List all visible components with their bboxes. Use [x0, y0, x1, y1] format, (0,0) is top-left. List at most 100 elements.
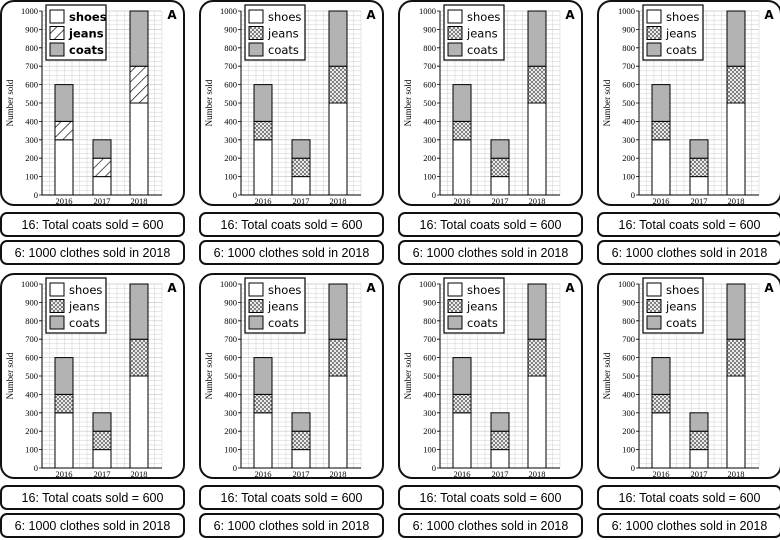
y-tick-label: 200	[25, 426, 38, 436]
statement-clothes-2018: 6: 1000 clothes sold in 2018	[199, 240, 384, 265]
bar-shoes-2018	[726, 375, 746, 469]
y-tick-label: 100	[224, 445, 237, 455]
y-tick-label: 900	[622, 297, 635, 307]
legend-swatch-jeans	[447, 26, 463, 40]
y-tick-label: 700	[25, 334, 38, 344]
bar-coats-2017	[92, 139, 112, 159]
corner-label: A	[167, 8, 177, 22]
y-tick-label: 300	[423, 408, 436, 418]
legend-label-coats: coats	[268, 316, 299, 330]
y-tick-label: 0	[233, 463, 237, 473]
y-tick-label: 600	[423, 80, 436, 90]
legend-label-coats: coats	[467, 316, 498, 330]
y-tick-label: 800	[25, 316, 38, 326]
y-tick-label: 900	[423, 297, 436, 307]
bar-shoes-2016	[651, 412, 671, 469]
bar-coats-2018	[328, 283, 348, 340]
bar-coats-2016	[651, 84, 671, 122]
chart-panel: 0 100 200 300 400 500 600 700 800 900 1000 Number s…	[0, 0, 185, 206]
y-axis-label: Number sold	[204, 352, 214, 399]
y-tick-label: 200	[423, 426, 436, 436]
question-card: 0 100 200 300 400 500 600 700 800 900 1000 Number s…	[0, 273, 185, 539]
y-tick-label: 300	[224, 135, 237, 145]
question-card: 0 100 200 300 400 500 600 700 800 900 1000 Number s…	[199, 273, 384, 539]
legend-label-shoes: shoes	[69, 283, 102, 297]
chart-panel: 0 100 200 300 400 500 600 700 800 900 1000 Number s…	[0, 273, 185, 479]
y-tick-label: 900	[622, 24, 635, 34]
x-tick-label: 2016	[56, 469, 73, 477]
x-tick-label: 2016	[56, 196, 73, 204]
stacked-bar-chart: 0 100 200 300 400 500 600 700 800 900 1000 Number s…	[602, 4, 774, 204]
x-tick-label: 2016	[653, 469, 670, 477]
y-tick-label: 500	[25, 98, 38, 108]
x-tick-label: 2016	[653, 196, 670, 204]
y-tick-label: 400	[224, 389, 237, 399]
y-tick-label: 600	[25, 353, 38, 363]
bar-coats-2016	[253, 357, 273, 395]
bar-jeans-2018	[726, 65, 746, 104]
legend-label-coats: coats	[666, 316, 697, 330]
y-tick-label: 500	[423, 98, 436, 108]
y-tick-label: 0	[34, 190, 38, 200]
y-tick-label: 900	[224, 24, 237, 34]
legend-swatch-jeans	[248, 299, 264, 313]
chart-panel: 0 100 200 300 400 500 600 700 800 900 1000 Number s…	[398, 273, 583, 479]
y-tick-label: 0	[34, 463, 38, 473]
x-tick-label: 2018	[728, 469, 745, 477]
y-tick-label: 200	[224, 426, 237, 436]
legend-label-jeans: jeans	[267, 300, 299, 314]
bar-shoes-2017	[92, 449, 112, 469]
question-card: 0 100 200 300 400 500 600 700 800 900 1000 Number s…	[597, 0, 780, 266]
chart-panel: 0 100 200 300 400 500 600 700 800 900 1000 Number s…	[398, 0, 583, 206]
legend-label-jeans: jeans	[665, 300, 697, 314]
legend-swatch-shoes	[646, 9, 662, 24]
y-tick-label: 0	[432, 190, 436, 200]
legend-swatch-shoes	[447, 9, 463, 24]
corner-label: A	[366, 281, 376, 295]
x-tick-label: 2016	[255, 196, 272, 204]
legend: shoes jeans coats	[244, 4, 306, 61]
statement-total-coats: 16: Total coats sold = 600	[199, 212, 384, 237]
y-tick-label: 400	[423, 116, 436, 126]
y-tick-label: 400	[622, 389, 635, 399]
y-tick-label: 0	[233, 190, 237, 200]
y-tick-label: 200	[25, 153, 38, 163]
legend-swatch-shoes	[248, 282, 264, 297]
corner-label: A	[565, 281, 575, 295]
question-card: 0 100 200 300 400 500 600 700 800 900 1000 Number s…	[398, 0, 583, 266]
legend-label-shoes: shoes	[268, 10, 301, 24]
legend-swatch-coats	[646, 42, 662, 57]
y-tick-label: 600	[622, 353, 635, 363]
y-tick-label: 200	[622, 426, 635, 436]
legend: shoes jeans coats	[642, 4, 704, 61]
bar-shoes-2018	[527, 102, 547, 196]
bar-shoes-2017	[291, 176, 311, 196]
bar-shoes-2016	[253, 139, 273, 196]
y-axis-label: Number sold	[5, 352, 15, 399]
statement-clothes-2018: 6: 1000 clothes sold in 2018	[597, 513, 780, 538]
bar-coats-2018	[328, 10, 348, 67]
bar-jeans-2017	[689, 157, 709, 178]
legend: shoes jeans coats	[45, 4, 107, 61]
statement-total-coats: 16: Total coats sold = 600	[597, 212, 780, 237]
x-tick-label: 2017	[94, 469, 111, 477]
y-tick-label: 100	[25, 172, 38, 182]
statement-total-coats: 16: Total coats sold = 600	[199, 485, 384, 510]
bar-jeans-2016	[253, 393, 273, 414]
x-tick-label: 2017	[293, 196, 310, 204]
bar-coats-2017	[490, 139, 510, 159]
y-tick-label: 400	[224, 116, 237, 126]
y-tick-label: 1000	[21, 6, 38, 16]
x-tick-label: 2018	[330, 196, 347, 204]
y-tick-label: 1000	[419, 6, 436, 16]
bar-shoes-2016	[253, 412, 273, 469]
x-tick-label: 2018	[330, 469, 347, 477]
bar-jeans-2016	[54, 393, 74, 414]
legend-label-jeans: jeans	[267, 27, 299, 41]
y-tick-label: 200	[423, 153, 436, 163]
bar-coats-2018	[129, 10, 149, 67]
y-axis-label: Number sold	[403, 352, 413, 399]
stacked-bar-chart: 0 100 200 300 400 500 600 700 800 900 1000 Number s…	[403, 277, 575, 477]
bar-shoes-2016	[54, 412, 74, 469]
x-tick-label: 2017	[691, 469, 708, 477]
